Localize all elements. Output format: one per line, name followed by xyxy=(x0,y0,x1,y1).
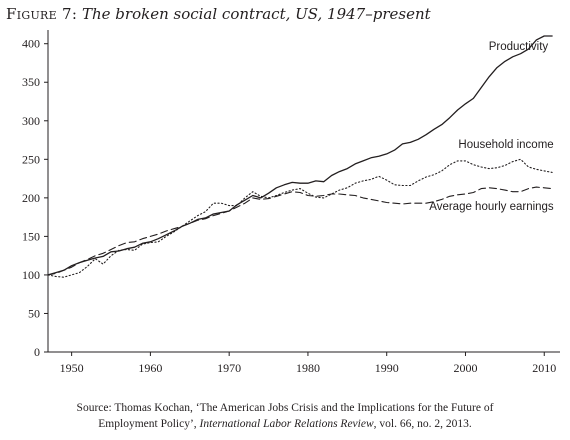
chart-series-labels: Productivity Household income Average hour… xyxy=(429,41,554,213)
y-tick-label-400: 400 xyxy=(22,37,40,51)
chart-ticks: 0 50 100 150 200 250 300 350 400 1950 1960 1970 1980… xyxy=(22,37,556,375)
series-label-productivity: Productivity xyxy=(489,41,549,53)
y-tick-label-0: 0 xyxy=(34,345,40,359)
x-tick-label-1960: 1960 xyxy=(138,361,162,375)
y-tick-label-250: 250 xyxy=(22,152,40,166)
y-tick-label-200: 200 xyxy=(22,191,40,205)
x-tick-label-2000: 2000 xyxy=(453,361,477,375)
source-line-2: Employment Policy’, International Labor … xyxy=(0,416,570,432)
x-tick-label-2010: 2010 xyxy=(532,361,556,375)
source-tail: , vol. 66, no. 2, 2013. xyxy=(373,418,472,430)
y-tick-label-350: 350 xyxy=(22,75,40,89)
series-label-household-income: Household income xyxy=(458,139,553,151)
series-line-average-hourly-earnings xyxy=(47,186,553,276)
chart-axes xyxy=(47,30,560,353)
figure-title-text: The broken social contract, US, 1947–pre… xyxy=(81,5,431,23)
y-tick-label-50: 50 xyxy=(28,306,40,320)
series-label-average-hourly-earnings: Average hourly earnings xyxy=(429,201,554,213)
source-note: Source: Thomas Kochan, ‘The American Job… xyxy=(0,400,570,432)
line-chart: 0 50 100 150 200 250 300 350 400 1950 1960 1970 1980… xyxy=(22,30,560,375)
chart-series xyxy=(47,35,553,278)
series-line-household-income xyxy=(47,158,553,278)
y-tick-label-150: 150 xyxy=(22,229,40,243)
source-text: Employment Policy’, xyxy=(98,418,200,430)
figure-title: Figure 7: The broken social contract, US… xyxy=(6,5,431,23)
x-tick-label-1950: 1950 xyxy=(60,361,84,375)
source-line-1: Source: Thomas Kochan, ‘The American Job… xyxy=(76,402,494,414)
x-tick-label-1990: 1990 xyxy=(375,361,399,375)
source-journal: International Labor Relations Review xyxy=(199,418,374,430)
y-tick-label-100: 100 xyxy=(22,268,40,282)
figure-number: Figure 7: xyxy=(6,5,78,23)
x-tick-label-1980: 1980 xyxy=(296,361,320,375)
series-line-productivity xyxy=(47,35,553,276)
y-tick-label-300: 300 xyxy=(22,114,40,128)
x-tick-label-1970: 1970 xyxy=(217,361,241,375)
